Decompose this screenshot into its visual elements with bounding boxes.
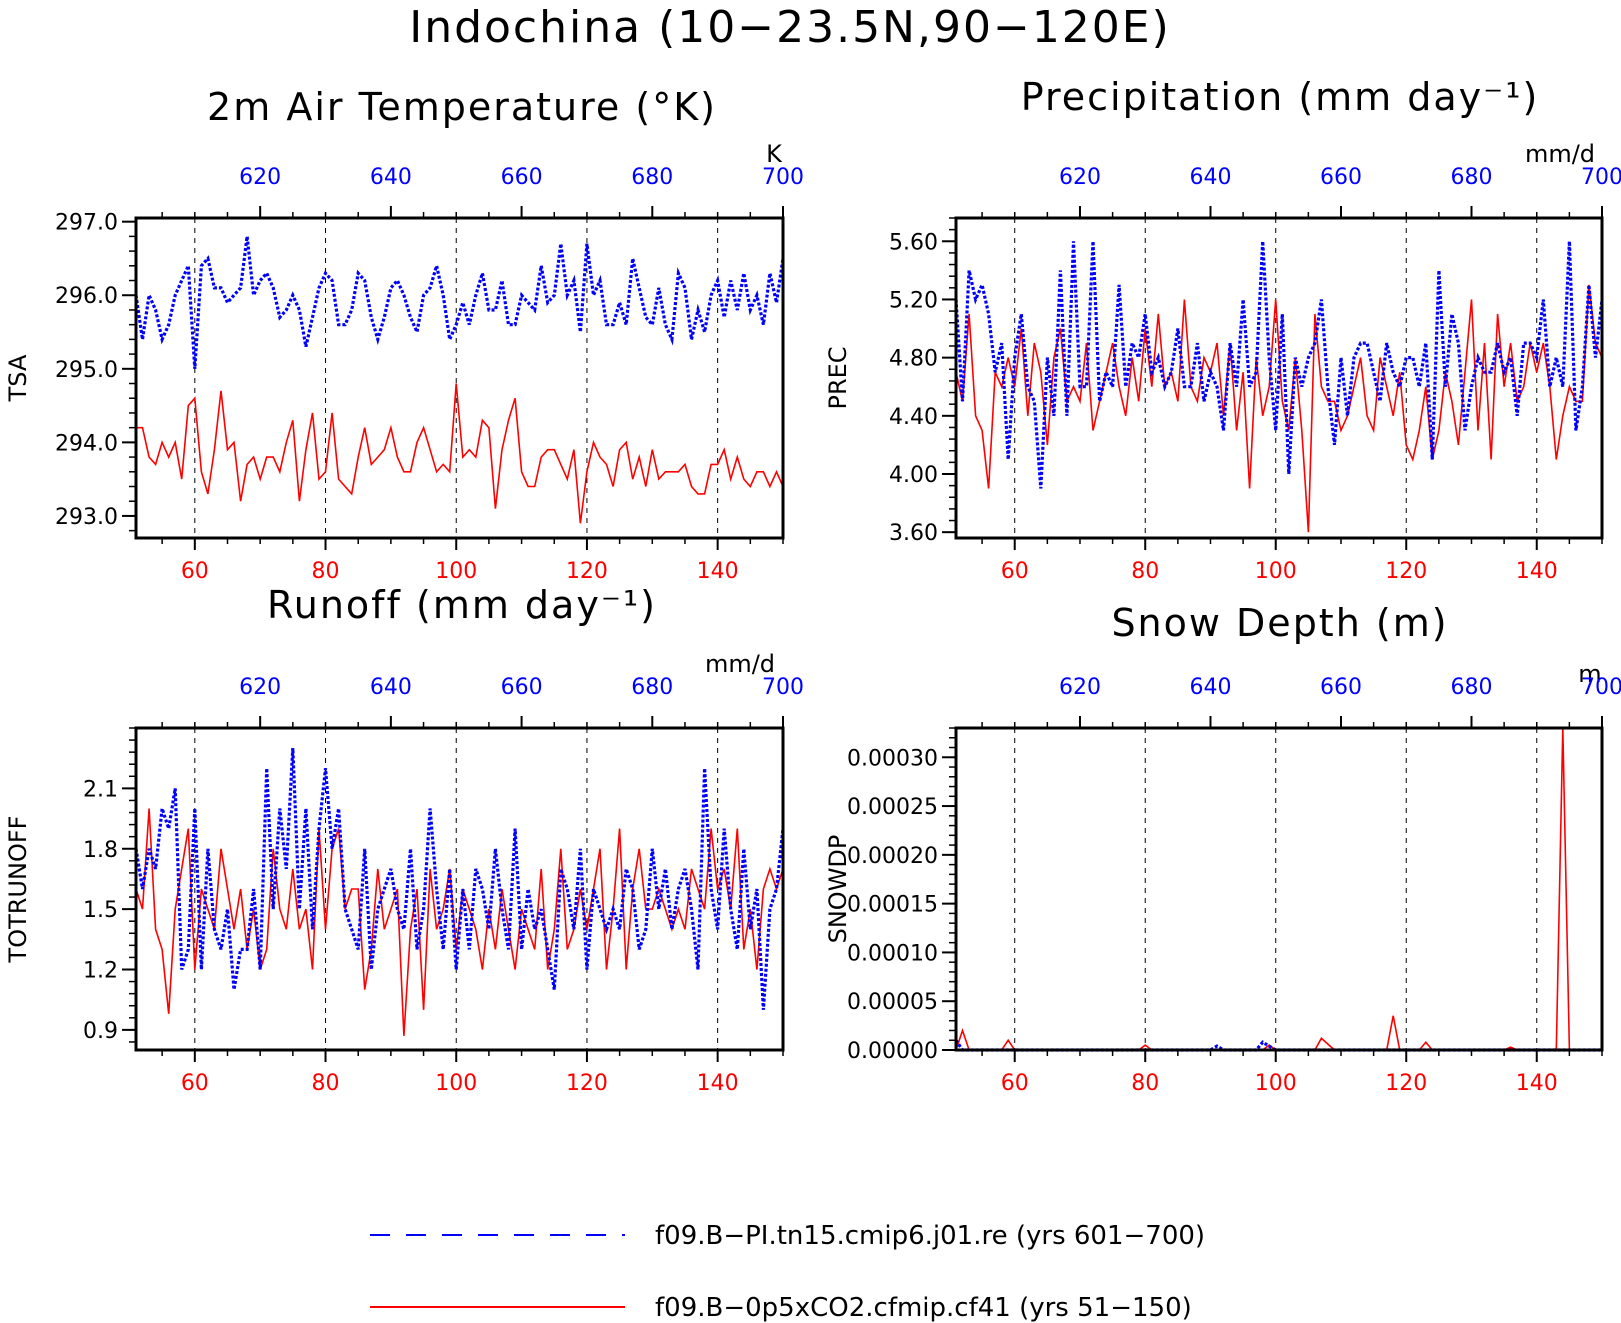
y-tick-label: 4.40	[889, 405, 938, 430]
y-tick-label: 0.9	[83, 1019, 118, 1044]
y-tick-label: 297.0	[55, 211, 118, 236]
y-axis-label: PREC	[824, 346, 852, 409]
x-bottom-tick-label: 60	[1001, 559, 1029, 584]
x-top-tick-label: 680	[1450, 675, 1492, 700]
y-tick-label: 295.0	[55, 358, 118, 383]
panel-title: Precipitation (mm day⁻¹)	[1021, 75, 1540, 119]
x-top-tick-label: 700	[762, 165, 804, 190]
y-tick-label: 1.2	[83, 959, 118, 984]
y-axis-label: SNOWDP	[824, 835, 852, 944]
unit-label: mm/d	[705, 650, 775, 678]
y-tick-label: 5.20	[889, 288, 938, 313]
plot-frame	[134, 216, 785, 540]
x-top-tick-label: 700	[1581, 675, 1621, 700]
x-top-tick-label: 620	[1059, 165, 1101, 190]
y-tick-label: 0.00020	[847, 844, 938, 869]
y-tick-label: 0.00015	[847, 893, 938, 918]
x-top-tick-label: 640	[370, 165, 412, 190]
y-tick-label: 5.60	[889, 230, 938, 255]
x-top-tick-label: 660	[501, 165, 543, 190]
y-tick-label: 0.00005	[847, 990, 938, 1015]
y-tick-label: 2.1	[83, 777, 118, 802]
x-bottom-tick-label: 100	[1255, 559, 1297, 584]
unit-label: K	[766, 140, 783, 168]
x-bottom-tick-label: 100	[435, 559, 477, 584]
y-tick-label: 3.60	[889, 521, 938, 546]
x-top-tick-label: 660	[1320, 165, 1362, 190]
plot-frame	[134, 726, 785, 1052]
x-top-tick-label: 680	[631, 675, 673, 700]
x-top-tick-label: 620	[239, 675, 281, 700]
x-top-tick-label: 700	[762, 675, 804, 700]
red-series-line	[136, 383, 784, 524]
unit-label: m	[1578, 660, 1601, 688]
x-bottom-tick-label: 80	[1131, 1071, 1159, 1096]
legend-label: f09.B−0p5xCO2.cfmip.cf41 (yrs 51−150)	[655, 1293, 1192, 1323]
x-top-tick-label: 660	[501, 675, 543, 700]
legend-label: f09.B−PI.tn15.cmip6.j01.re (yrs 601−700)	[655, 1221, 1205, 1251]
x-top-tick-label: 640	[1189, 675, 1231, 700]
x-bottom-tick-label: 120	[566, 559, 608, 584]
y-tick-label: 4.00	[889, 463, 938, 488]
x-top-tick-label: 680	[1450, 165, 1492, 190]
x-top-tick-label: 640	[370, 675, 412, 700]
panel-title: Snow Depth (m)	[1111, 601, 1448, 645]
x-bottom-tick-label: 60	[1001, 1071, 1029, 1096]
x-bottom-tick-label: 100	[435, 1071, 477, 1096]
y-tick-label: 1.8	[83, 838, 118, 863]
y-axis-label: TSA	[4, 354, 32, 402]
y-tick-label: 294.0	[55, 431, 118, 456]
blue-series-line	[954, 241, 1604, 489]
x-bottom-tick-label: 140	[1516, 559, 1558, 584]
x-bottom-tick-label: 60	[181, 1071, 209, 1096]
x-top-tick-label: 640	[1189, 165, 1231, 190]
y-tick-label: 0.00025	[847, 795, 938, 820]
x-top-tick-label: 660	[1320, 675, 1362, 700]
unit-label: mm/d	[1525, 140, 1595, 168]
x-bottom-tick-label: 80	[312, 559, 340, 584]
y-tick-label: 0.00010	[847, 941, 938, 966]
blue-series-line	[134, 748, 785, 1010]
x-bottom-tick-label: 120	[566, 1071, 608, 1096]
y-axis-label: TOTRUNOFF	[4, 816, 32, 964]
x-bottom-tick-label: 120	[1385, 559, 1427, 584]
figure-title: Indochina (10−23.5N,90−120E)	[409, 2, 1171, 53]
x-bottom-tick-label: 80	[1131, 559, 1159, 584]
y-tick-label: 0.00000	[847, 1039, 938, 1064]
plot-frame	[954, 726, 1604, 1052]
panel-title: Runoff (mm day⁻¹)	[267, 583, 657, 627]
x-top-tick-label: 620	[239, 165, 281, 190]
y-tick-label: 293.0	[55, 505, 118, 530]
x-top-tick-label: 680	[631, 165, 673, 190]
panel-title: 2m Air Temperature (°K)	[207, 85, 717, 129]
x-bottom-tick-label: 80	[312, 1071, 340, 1096]
x-bottom-tick-label: 60	[181, 559, 209, 584]
y-tick-label: 0.00030	[847, 746, 938, 771]
y-tick-label: 296.0	[55, 284, 118, 309]
blue-series-line	[134, 236, 785, 369]
x-bottom-tick-label: 140	[697, 559, 739, 584]
y-tick-label: 4.80	[889, 347, 938, 372]
x-bottom-tick-label: 140	[1516, 1071, 1558, 1096]
x-top-tick-label: 620	[1059, 675, 1101, 700]
x-top-tick-label: 700	[1581, 165, 1621, 190]
x-bottom-tick-label: 140	[697, 1071, 739, 1096]
x-bottom-tick-label: 100	[1255, 1071, 1297, 1096]
y-tick-label: 1.5	[83, 898, 118, 923]
red-series-line	[955, 727, 1602, 1051]
x-bottom-tick-label: 120	[1385, 1071, 1427, 1096]
red-series-line	[955, 284, 1603, 533]
plot-frame	[954, 216, 1604, 540]
